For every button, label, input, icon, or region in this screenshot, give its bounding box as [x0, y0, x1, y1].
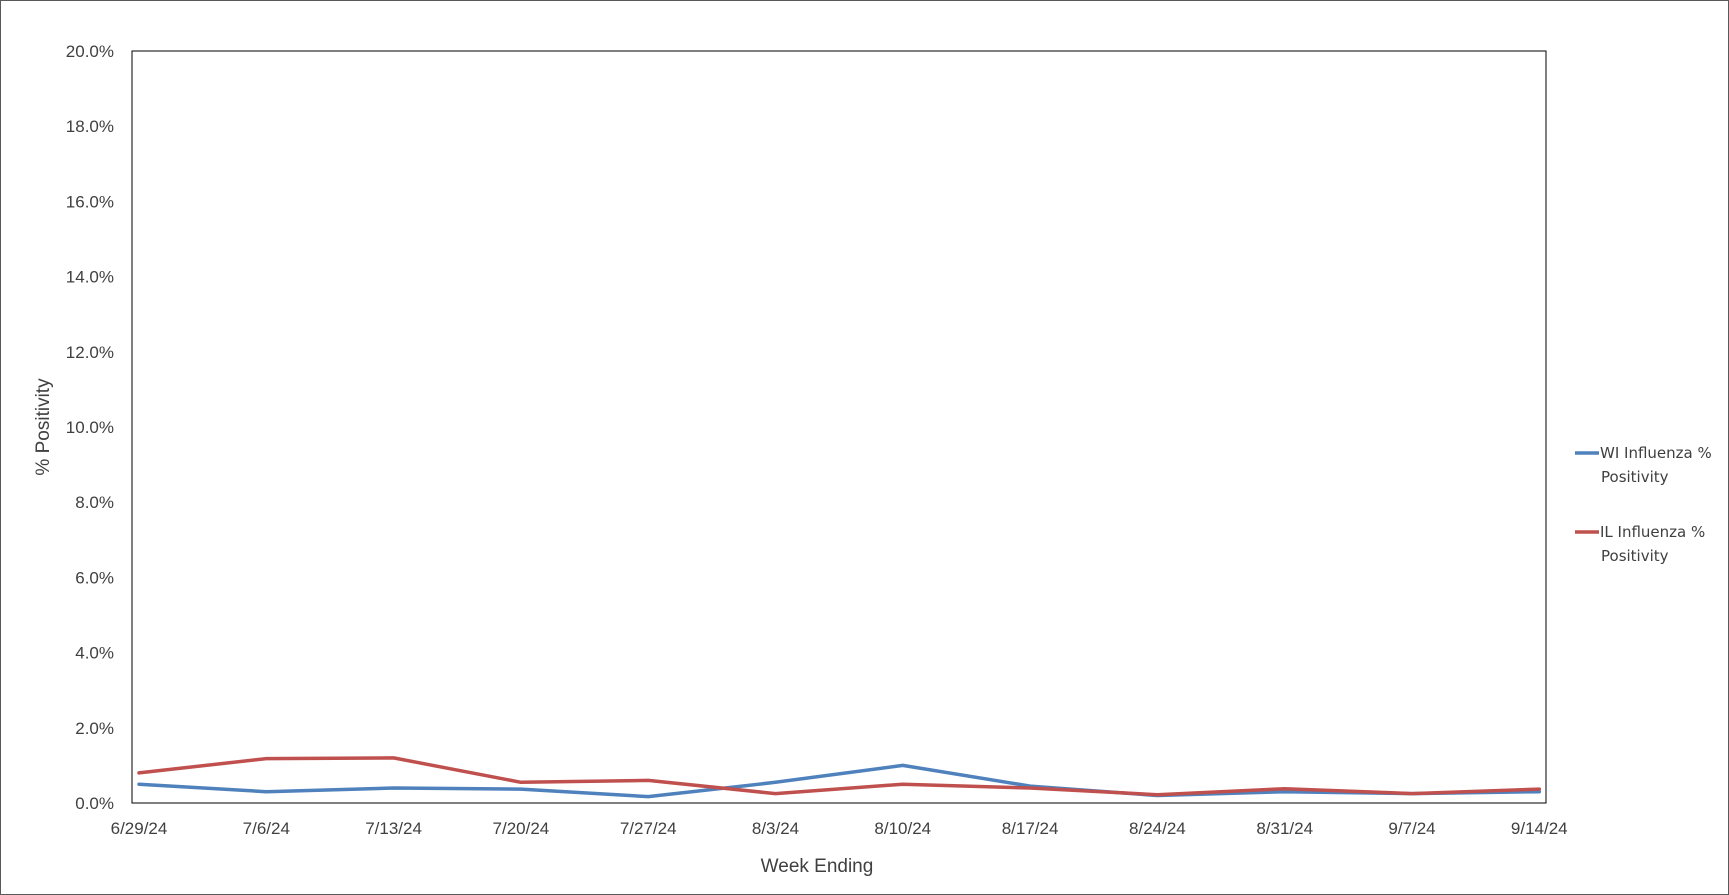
- legend-label-2: Positivity: [1601, 547, 1669, 565]
- x-tick-label: 7/27/24: [620, 819, 677, 838]
- x-tick-label: 8/3/24: [752, 819, 799, 838]
- x-tick-label: 6/29/24: [111, 819, 168, 838]
- y-tick-label: 2.0%: [75, 719, 114, 738]
- y-tick-label: 4.0%: [75, 644, 114, 663]
- x-tick-label: 9/14/24: [1511, 819, 1568, 838]
- y-tick-label: 16.0%: [66, 192, 114, 211]
- y-tick-label: 14.0%: [66, 268, 114, 287]
- y-tick-label: 10.0%: [66, 418, 114, 437]
- legend-label-1: WI Influenza %: [1600, 444, 1712, 462]
- x-tick-label: 7/13/24: [365, 819, 422, 838]
- y-axis-ticks: 0.0% 2.0% 4.0% 6.0% 8.0% 10.0% 12.0% 14.0% 16.0%…: [66, 42, 114, 813]
- x-axis-title: Week Ending: [761, 856, 874, 877]
- series-lines: [137, 756, 1542, 799]
- x-tick-label: 8/31/24: [1256, 819, 1313, 838]
- legend: WI Influenza % Positivity IL Influenza % Po…: [1575, 444, 1712, 565]
- x-tick-label: 8/10/24: [874, 819, 931, 838]
- x-tick-label: 7/6/24: [243, 819, 290, 838]
- legend-label-1: Positivity: [1601, 468, 1669, 486]
- y-tick-label: 20.0%: [66, 42, 114, 61]
- y-tick-label: 12.0%: [66, 343, 114, 362]
- plot-area: [131, 50, 1547, 804]
- series-line-2: [137, 756, 1542, 797]
- x-tick-label: 9/7/24: [1388, 819, 1435, 838]
- x-axis-ticks: 6/29/24 7/6/24 7/13/24 7/20/24 7/27/24 8/3/24…: [111, 819, 1568, 838]
- x-tick-label: 7/20/24: [493, 819, 550, 838]
- series-line-1: [137, 763, 1542, 799]
- y-tick-label: 6.0%: [75, 568, 114, 587]
- y-tick-label: 0.0%: [75, 794, 114, 813]
- y-tick-label: 8.0%: [75, 493, 114, 512]
- x-tick-label: 8/24/24: [1129, 819, 1186, 838]
- x-tick-label: 8/17/24: [1002, 819, 1059, 838]
- y-tick-label: 18.0%: [66, 117, 114, 136]
- legend-label-2: IL Influenza %: [1600, 523, 1705, 541]
- y-axis-title: % Positivity: [33, 378, 54, 476]
